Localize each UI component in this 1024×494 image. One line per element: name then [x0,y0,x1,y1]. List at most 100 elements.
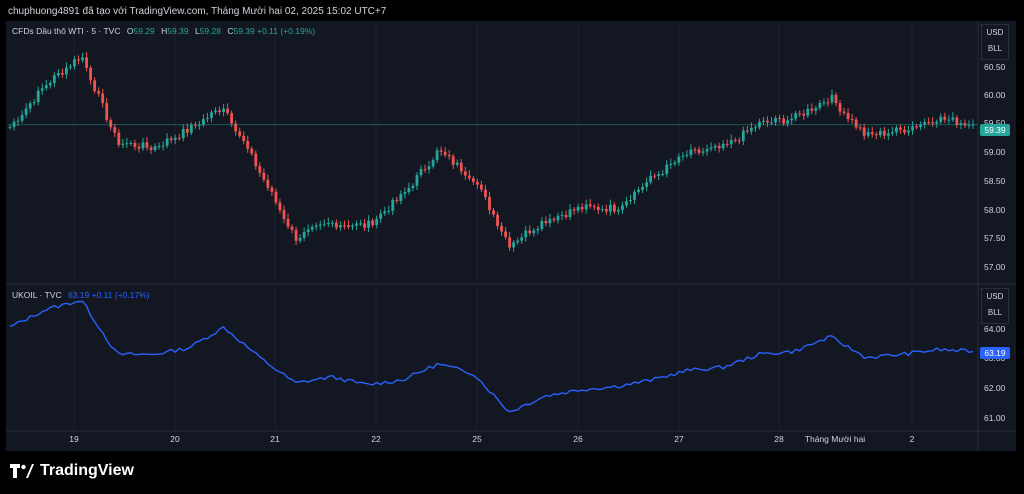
candle-body [24,108,28,115]
candle-body [568,209,572,218]
candle-body [600,209,604,211]
candle-body [343,225,346,227]
candle-body [455,162,459,165]
candle-body [633,191,636,201]
candle-body [383,211,387,214]
candle-body [895,127,898,133]
candle-body [842,111,846,113]
candle-body [274,191,278,203]
candle-body [169,138,173,140]
x-tick: 25 [472,434,482,444]
candle-body [709,147,713,150]
candle-body [234,123,238,132]
candle-body [512,242,516,248]
candle-body [878,130,882,136]
candle-body [81,57,84,61]
candle-body [250,148,254,154]
candle-body [536,229,540,231]
candle-body [814,108,818,111]
candle-body [649,175,653,183]
candle-body [363,223,366,228]
candle-body [798,113,802,115]
candle-body [685,154,689,156]
candle-body [189,124,193,133]
candle-body [254,153,258,167]
candle-body [367,220,371,228]
candle-body [935,121,939,124]
top-unit-selector[interactable]: USD BLL [981,24,1009,60]
candle-body [185,128,189,133]
candle-body [721,143,725,149]
candle-body [488,196,491,211]
candle-body [125,143,129,145]
candle-body [69,66,72,68]
candle-body [629,200,632,202]
candle-body [866,132,870,136]
candle-body [28,103,32,109]
tradingview-logo: TradingView [10,462,134,480]
bottom-unit-selector[interactable]: USD BLL [981,288,1009,324]
candle-body [375,218,379,226]
x-tick: 21 [270,434,280,444]
x-tick: Tháng Mười hai [804,434,866,444]
candle-body [117,132,121,145]
candle-body [967,124,971,126]
candle-body [314,225,318,227]
bottom-legend: UKOIL · TVC 63.19 +0.11 (+0.17%) [12,290,150,300]
candle-body [762,120,765,122]
top-y-tick: 60.00 [984,90,1006,100]
candle-body [754,127,757,129]
top-unit: BLL [987,44,1003,53]
top-currency: USD [986,28,1004,37]
candle-body [105,103,109,121]
open-label: O [126,26,134,36]
top-y-tick: 60.50 [984,62,1006,72]
candle-body [427,166,431,170]
candle-body [306,229,310,233]
candle-body [403,192,407,195]
candle-body [733,139,737,141]
low-value: 59.28 [199,26,221,36]
candle-body [729,139,733,145]
candle-body [496,214,499,226]
candle-body [588,204,592,207]
candle-body [290,226,294,230]
candle-body [238,131,242,136]
candle-body [617,209,620,212]
candle-body [431,160,435,167]
candle-body [484,189,487,197]
candle-body [818,102,822,109]
candle-body [121,143,125,145]
close-label: C [227,26,234,36]
candle-body [927,122,931,124]
candle-body [850,119,854,121]
candle-body [44,85,48,89]
candle-body [286,218,290,227]
chart-frame[interactable] [6,21,1016,451]
candle-body [637,189,640,192]
candle-body [725,143,729,145]
candle-body [528,230,532,234]
candle-body [338,225,342,228]
candle-body [326,222,330,224]
candle-body [60,73,64,75]
candle-body [334,222,338,228]
candle-body [85,57,88,68]
candle-body [395,199,399,202]
candle-body [770,122,773,124]
candle-body [544,221,548,224]
candle-body [524,230,528,238]
candle-body [874,134,878,136]
bottom-y-tick: 62.00 [984,383,1006,393]
candle-body [548,219,552,224]
candle-body [621,205,624,210]
candle-body [766,120,769,123]
candle-body [899,127,902,130]
candle-body [838,103,842,112]
candle-body [137,146,141,149]
candle-body [645,182,649,187]
candle-body [149,147,153,150]
candle-body [48,82,52,86]
candle-body [786,120,790,124]
